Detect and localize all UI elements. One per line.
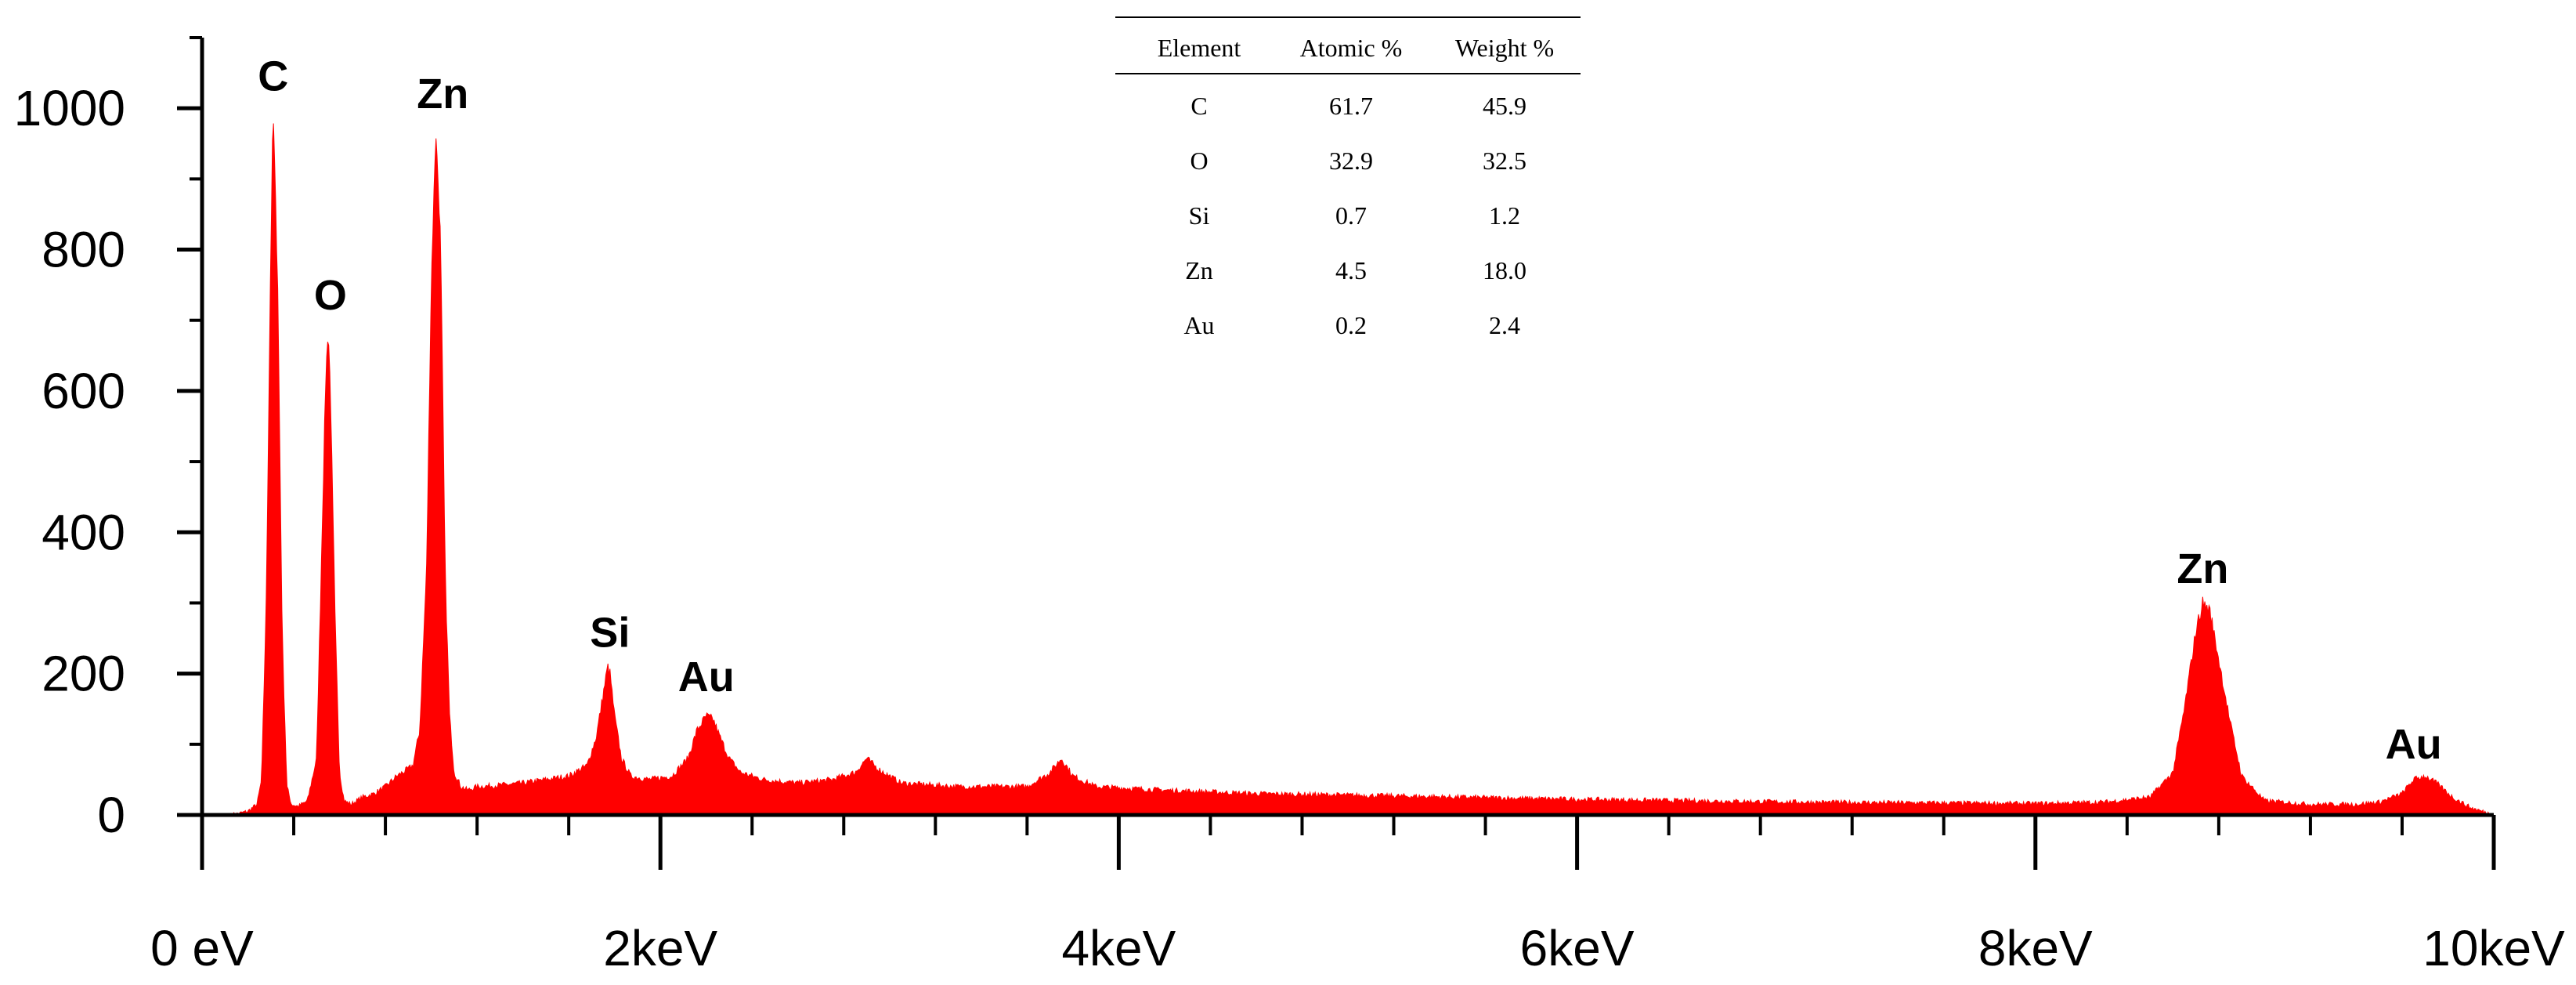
table-cell: 32.9 xyxy=(1329,147,1373,175)
x-tick-label: 10keV xyxy=(2422,920,2565,976)
y-tick-label: 0 xyxy=(97,787,125,843)
table-cell: 0.2 xyxy=(1335,311,1367,339)
x-tick-label: 6keV xyxy=(1520,920,1635,976)
x-tick-label: 4keV xyxy=(1061,920,1176,976)
x-tick-label: 0 eV xyxy=(150,920,254,976)
spectrum-layer xyxy=(232,123,2494,816)
spectrum-area xyxy=(232,123,2494,816)
peak-label: C xyxy=(258,53,288,100)
composition-table: Element Atomic % Weight % C 61.7 45.9 O 32.9 32.… xyxy=(1115,16,1581,339)
y-tick-label: 400 xyxy=(42,504,125,560)
table-cell: Zn xyxy=(1185,256,1213,284)
axes: 0 eV 2keV 4keV 6keV 8keV 10keV 0 200 400 600 800 10… xyxy=(14,36,2565,976)
table-cell: 4.5 xyxy=(1335,256,1367,284)
table-cell: 61.7 xyxy=(1329,92,1373,120)
y-tick-label: 600 xyxy=(42,363,125,419)
peak-label: Zn xyxy=(417,71,468,118)
table-cell: Au xyxy=(1183,311,1214,339)
table-cell: 32.5 xyxy=(1483,147,1526,175)
table-cell: O xyxy=(1190,147,1208,175)
table-header-cell: Element xyxy=(1158,34,1241,62)
table-cell: C xyxy=(1190,92,1207,120)
peak-label: Zn xyxy=(2177,545,2228,592)
peak-label: Si xyxy=(590,609,630,656)
x-tick-label: 8keV xyxy=(1978,920,2093,976)
peak-label: Au xyxy=(2386,721,2442,768)
y-tick-label: 800 xyxy=(42,222,125,278)
table-cell: Si xyxy=(1189,201,1210,230)
table-cell: 2.4 xyxy=(1489,311,1520,339)
table-cell: 0.7 xyxy=(1335,201,1367,230)
x-tick-label: 2keV xyxy=(603,920,717,976)
peak-label: O xyxy=(314,272,347,319)
table-header-cell: Atomic % xyxy=(1300,34,1403,62)
table-cell: 1.2 xyxy=(1489,201,1520,230)
table-cell: 45.9 xyxy=(1483,92,1526,120)
peak-label: Au xyxy=(678,654,735,701)
y-tick-label: 200 xyxy=(42,646,125,702)
table-cell: 18.0 xyxy=(1483,256,1526,284)
table-header-cell: Weight % xyxy=(1455,34,1554,62)
y-tick-label: 1000 xyxy=(14,80,125,136)
